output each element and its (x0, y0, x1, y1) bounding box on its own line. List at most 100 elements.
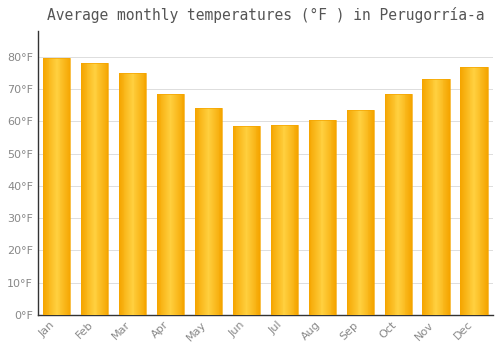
Bar (472, 66, 473, 315)
Bar (251, 126, 252, 315)
Bar (81, 63, 82, 315)
Bar (284, 125, 286, 315)
Bar (55, 58, 56, 315)
Bar (465, 66, 466, 315)
Bar (466, 66, 467, 315)
Bar (468, 66, 469, 315)
Bar (128, 73, 129, 315)
Bar (140, 73, 141, 315)
Bar (354, 110, 355, 315)
Bar (164, 94, 165, 315)
Bar (390, 94, 391, 315)
Bar (206, 108, 208, 315)
Bar (429, 79, 430, 315)
Bar (278, 125, 279, 315)
Bar (119, 73, 120, 315)
Bar (256, 126, 258, 315)
Bar (67, 58, 68, 315)
Bar (141, 73, 142, 315)
Bar (64, 58, 65, 315)
Bar (362, 110, 363, 315)
Bar (100, 63, 101, 315)
Bar (58, 58, 59, 315)
Bar (241, 126, 242, 315)
Bar (243, 126, 244, 315)
Bar (168, 94, 169, 315)
Bar (474, 66, 475, 315)
Bar (50, 58, 51, 315)
Bar (138, 73, 139, 315)
Bar (179, 94, 180, 315)
Bar (215, 108, 216, 315)
Bar (436, 79, 437, 315)
Bar (142, 73, 144, 315)
Bar (432, 79, 434, 315)
Bar (422, 79, 424, 315)
Bar (253, 126, 254, 315)
Bar (448, 79, 449, 315)
Bar (355, 110, 356, 315)
Bar (208, 108, 210, 315)
Bar (91, 63, 92, 315)
Bar (470, 66, 472, 315)
Bar (282, 125, 284, 315)
Bar (166, 94, 167, 315)
Bar (238, 126, 239, 315)
Bar (364, 110, 365, 315)
Bar (310, 120, 312, 315)
Bar (388, 94, 389, 315)
Bar (47, 58, 48, 315)
Bar (45, 58, 46, 315)
Bar (370, 110, 371, 315)
Bar (422, 79, 450, 315)
Bar (478, 66, 480, 315)
Bar (259, 126, 260, 315)
Bar (439, 79, 440, 315)
Bar (103, 63, 104, 315)
Bar (200, 108, 201, 315)
Bar (212, 108, 213, 315)
Bar (53, 58, 54, 315)
Bar (270, 125, 272, 315)
Bar (84, 63, 86, 315)
Bar (56, 58, 57, 315)
Bar (308, 120, 310, 315)
Bar (348, 110, 350, 315)
Bar (411, 94, 412, 315)
Bar (399, 94, 400, 315)
Bar (160, 94, 162, 315)
Bar (320, 120, 322, 315)
Bar (89, 63, 90, 315)
Bar (485, 66, 486, 315)
Bar (66, 58, 67, 315)
Bar (486, 66, 487, 315)
Bar (483, 66, 484, 315)
Bar (158, 94, 159, 315)
Bar (48, 58, 50, 315)
Bar (482, 66, 483, 315)
Bar (371, 110, 372, 315)
Bar (233, 126, 260, 315)
Bar (314, 120, 315, 315)
Bar (60, 58, 62, 315)
Bar (144, 73, 146, 315)
Bar (335, 120, 336, 315)
Bar (126, 73, 127, 315)
Bar (366, 110, 368, 315)
Bar (57, 58, 58, 315)
Bar (447, 79, 448, 315)
Bar (88, 63, 89, 315)
Bar (236, 126, 238, 315)
Bar (315, 120, 316, 315)
Bar (195, 108, 222, 315)
Bar (473, 66, 474, 315)
Bar (239, 126, 240, 315)
Bar (277, 125, 278, 315)
Bar (205, 108, 206, 315)
Bar (318, 120, 320, 315)
Bar (106, 63, 108, 315)
Bar (384, 94, 386, 315)
Bar (252, 126, 253, 315)
Bar (394, 94, 396, 315)
Bar (43, 58, 44, 315)
